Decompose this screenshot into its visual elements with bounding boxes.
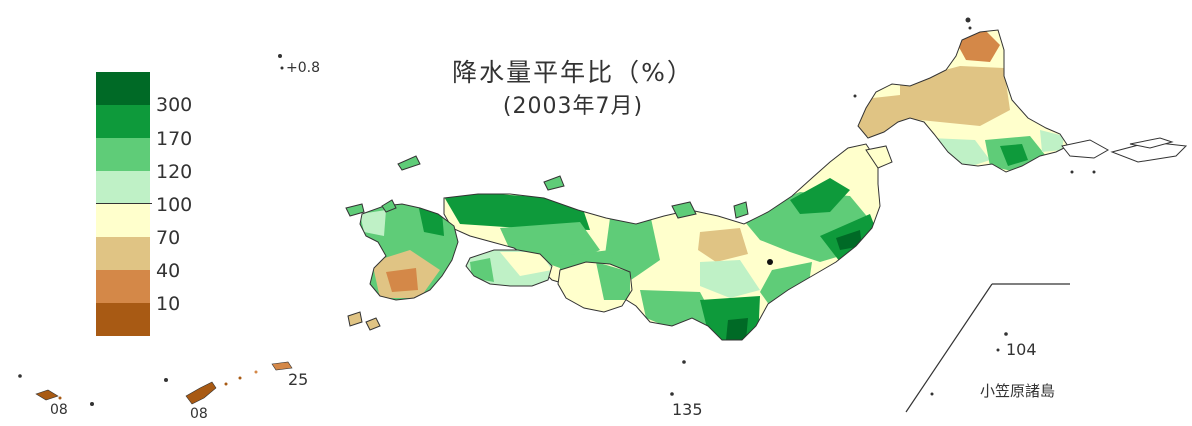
legend-swatch-1 [96,72,150,105]
map-title: 降水量平年比（%） (2003年7月) [408,56,738,124]
legend-swatch-2 [96,105,150,138]
legend-divider [96,203,152,204]
map-subtitle: (2003年7月) [502,94,644,119]
legend-swatch-5 [96,204,150,237]
legend-swatch-7 [96,270,150,303]
legend-swatch-6 [96,237,150,270]
legend-label-300: 300 [156,94,193,116]
legend-swatch-4 [96,171,150,204]
label-island-1: 08 [50,402,68,418]
label-ogasawara: 小笠原諸島 [980,382,1056,400]
kyushu-region [345,199,459,331]
legend-swatch-8 [96,303,150,336]
legend-label-40: 40 [156,260,181,282]
label-chichijima: 104 [1006,340,1037,359]
shikoku-region [465,249,553,287]
hokkaido-region [853,17,1188,174]
nansei-islands [18,54,686,406]
label-island-2: 08 [190,406,208,422]
label-meridian: 135 [672,400,703,419]
legend-label-100: 100 [156,194,193,216]
legend-label-10: 10 [156,293,181,315]
ogasawara-inset [905,283,1070,413]
legend-label-120: 120 [156,161,193,183]
legend-label-170: 170 [156,128,193,150]
title-text: 降水量平年比（%） [452,58,694,87]
honshu-region [397,143,893,341]
kii-region [557,261,633,313]
legend-swatch-3 [96,138,150,171]
label-island-3: 25 [288,370,309,389]
legend-label-70: 70 [156,227,181,249]
label-point-top: +0.8 [286,60,320,76]
